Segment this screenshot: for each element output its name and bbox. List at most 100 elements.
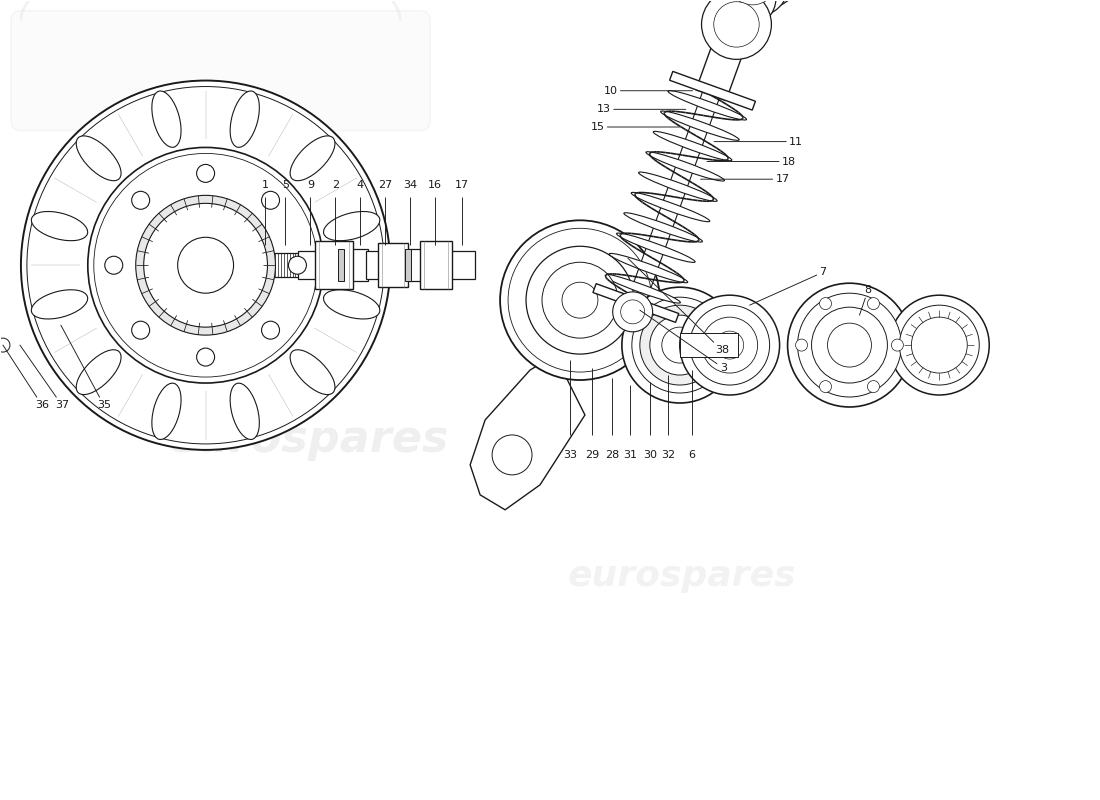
Text: 6: 6 — [689, 450, 695, 460]
Text: 33: 33 — [563, 450, 578, 460]
Circle shape — [798, 293, 901, 397]
Circle shape — [714, 2, 759, 47]
Circle shape — [492, 435, 532, 475]
Text: 30: 30 — [642, 450, 657, 460]
Circle shape — [132, 191, 150, 210]
Ellipse shape — [668, 90, 747, 120]
Text: 16: 16 — [428, 180, 442, 190]
Ellipse shape — [616, 233, 695, 262]
Circle shape — [716, 331, 744, 359]
Circle shape — [812, 307, 888, 383]
Circle shape — [715, 0, 791, 18]
Bar — [890, 335, 912, 355]
Circle shape — [526, 246, 634, 354]
Circle shape — [891, 339, 903, 351]
Text: 11: 11 — [714, 137, 803, 146]
Ellipse shape — [653, 131, 732, 161]
Text: eurospares: eurospares — [167, 418, 449, 462]
Circle shape — [711, 0, 806, 10]
Circle shape — [135, 195, 275, 335]
Bar — [221, 255, 258, 275]
Circle shape — [702, 0, 771, 59]
Bar — [332, 250, 368, 282]
Circle shape — [702, 317, 758, 373]
Text: 17: 17 — [701, 174, 790, 184]
Bar — [366, 251, 400, 279]
Ellipse shape — [602, 274, 681, 303]
Circle shape — [21, 81, 390, 450]
Circle shape — [288, 256, 307, 274]
Bar — [316, 242, 353, 289]
Ellipse shape — [76, 136, 121, 181]
Text: 37: 37 — [20, 345, 69, 410]
Polygon shape — [670, 71, 756, 110]
Text: 32: 32 — [661, 450, 675, 460]
Circle shape — [640, 305, 719, 385]
Circle shape — [0, 338, 10, 352]
Text: 29: 29 — [585, 450, 600, 460]
Text: eurospares: eurospares — [568, 558, 796, 593]
Ellipse shape — [32, 211, 88, 241]
Circle shape — [132, 321, 150, 339]
Circle shape — [662, 327, 697, 363]
Text: 34: 34 — [404, 180, 417, 190]
Text: 31: 31 — [623, 450, 637, 460]
Circle shape — [197, 165, 215, 182]
Circle shape — [868, 298, 879, 310]
Bar — [339, 250, 344, 282]
Circle shape — [621, 287, 738, 403]
Text: 7: 7 — [750, 267, 827, 305]
Bar — [378, 243, 408, 287]
Circle shape — [900, 305, 979, 385]
Circle shape — [728, 0, 777, 5]
Circle shape — [827, 323, 871, 367]
Text: 35: 35 — [60, 325, 111, 410]
Bar — [680, 333, 738, 357]
Circle shape — [788, 283, 912, 407]
Ellipse shape — [76, 350, 121, 394]
Circle shape — [650, 315, 710, 375]
Circle shape — [197, 348, 215, 366]
Bar — [398, 250, 440, 282]
Bar — [298, 251, 336, 279]
Ellipse shape — [290, 136, 336, 181]
Circle shape — [631, 297, 728, 393]
Circle shape — [500, 220, 660, 380]
Text: 36: 36 — [3, 345, 48, 410]
Text: 28: 28 — [605, 450, 619, 460]
Text: 15: 15 — [591, 122, 680, 132]
Text: 8: 8 — [859, 285, 871, 315]
Text: 1: 1 — [262, 180, 270, 190]
Circle shape — [912, 317, 967, 373]
Circle shape — [680, 295, 780, 395]
Text: 18: 18 — [707, 157, 796, 166]
Polygon shape — [470, 355, 585, 510]
Ellipse shape — [230, 91, 260, 147]
Circle shape — [542, 262, 618, 338]
Text: 3: 3 — [640, 310, 727, 373]
Circle shape — [620, 300, 645, 324]
Bar — [251, 254, 300, 278]
Text: 38: 38 — [628, 258, 729, 355]
Text: 17: 17 — [455, 180, 470, 190]
Ellipse shape — [290, 350, 336, 394]
Circle shape — [88, 147, 323, 383]
Circle shape — [613, 292, 652, 332]
Polygon shape — [619, 4, 751, 328]
Ellipse shape — [152, 91, 182, 147]
Ellipse shape — [631, 192, 710, 222]
Circle shape — [690, 305, 770, 385]
Text: 27: 27 — [378, 180, 393, 190]
Circle shape — [177, 238, 233, 293]
Text: 2: 2 — [332, 180, 339, 190]
Circle shape — [262, 321, 279, 339]
Circle shape — [820, 298, 832, 310]
Text: 13: 13 — [597, 104, 685, 114]
Ellipse shape — [646, 152, 725, 181]
Circle shape — [262, 191, 279, 210]
Text: 10: 10 — [604, 86, 693, 96]
Ellipse shape — [32, 290, 88, 319]
Bar — [438, 251, 475, 279]
Circle shape — [795, 339, 807, 351]
Polygon shape — [593, 284, 679, 322]
